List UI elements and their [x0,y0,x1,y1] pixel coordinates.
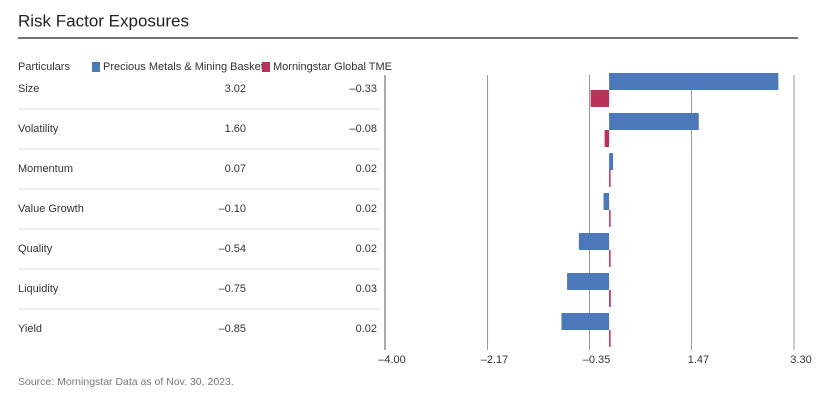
legend-swatch [92,62,100,72]
x-tick-label: –0.35 [583,354,611,366]
value-label: 1.60 [225,123,246,135]
bar [609,250,611,267]
row-label: Liquidity [18,283,59,295]
x-tick-label: 1.47 [688,354,709,366]
bar [609,73,779,90]
value-label: –0.75 [218,283,246,295]
legend-label: Morningstar Global TME [273,61,392,73]
bar [609,290,611,307]
source-note: Source: Morningstar Data as of Nov. 30, … [18,376,234,388]
x-tick-label: 3.30 [790,354,811,366]
value-label: –0.33 [349,83,377,95]
legend-swatch [262,62,270,72]
bar [609,210,611,227]
bar [609,330,611,347]
bar [609,113,699,130]
chart-title: Risk Factor Exposures [18,11,189,30]
x-tick-label: –2.17 [481,354,509,366]
bar [609,153,614,170]
value-label: 0.02 [356,163,377,175]
value-label: –0.85 [218,323,246,335]
row-label: Yield [18,323,42,335]
row-label: Momentum [18,163,73,175]
bar [561,313,610,330]
bar [604,130,610,147]
value-label: 0.02 [356,243,377,255]
legend-label: Precious Metals & Mining Basket [103,61,264,73]
value-label: 0.02 [356,203,377,215]
value-label: 0.03 [356,283,377,295]
row-label: Quality [18,243,53,255]
value-label: –0.08 [349,123,377,135]
value-label: 0.07 [225,163,246,175]
bar [590,90,610,107]
row-label: Volatility [18,123,59,135]
bar [609,170,611,187]
value-label: –0.54 [218,243,246,255]
row-label: Size [18,83,39,95]
bar [578,233,610,250]
bar [567,273,610,290]
table-header: Particulars [18,61,70,73]
value-label: 0.02 [356,323,377,335]
value-label: 3.02 [225,83,246,95]
x-tick-label: –4.00 [378,354,406,366]
bar [603,193,610,210]
value-label: –0.10 [218,203,246,215]
row-label: Value Growth [18,203,84,215]
